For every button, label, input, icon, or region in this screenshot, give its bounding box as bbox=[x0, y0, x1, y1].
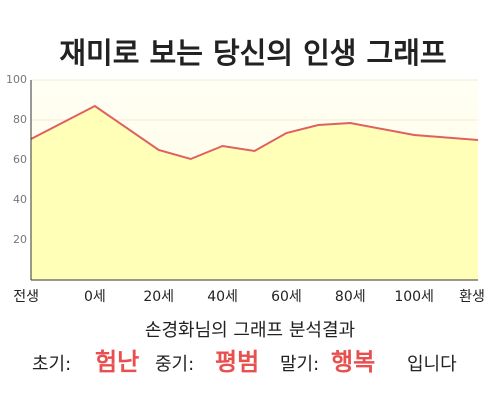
x-tick-label: 0세 bbox=[84, 289, 106, 305]
area-fill bbox=[31, 106, 478, 280]
middle-result: 평범 bbox=[215, 348, 259, 376]
result-heading: 손경화님의 그래프 분석결과 bbox=[145, 320, 355, 341]
x-tick-label: 40세 bbox=[207, 289, 238, 305]
result-ending: 입니다 bbox=[407, 354, 457, 375]
y-tick-label: 20 bbox=[13, 233, 27, 246]
y-tick-label: 80 bbox=[13, 113, 27, 126]
y-tick-label: 100 bbox=[6, 73, 27, 86]
middle-label: 중기: bbox=[155, 354, 194, 375]
late-label: 말기: bbox=[280, 354, 319, 375]
y-tick-label: 40 bbox=[13, 193, 27, 206]
x-tick-label: 환생 bbox=[459, 289, 485, 305]
x-tick-label: 20세 bbox=[143, 289, 174, 305]
x-tick-label: 100세 bbox=[394, 289, 434, 305]
x-tick-label: 80세 bbox=[335, 289, 366, 305]
x-tick-label: 60세 bbox=[271, 289, 302, 305]
early-result: 험난 bbox=[95, 348, 139, 376]
early-label: 초기: bbox=[32, 354, 71, 375]
plot: 20 40 60 80 100 전생 0세 20세 40세 60세 80세 100세 환생 bbox=[6, 73, 485, 305]
y-tick-label: 60 bbox=[13, 153, 27, 166]
chart-title: 재미로 보는 당신의 인생 그래프 bbox=[59, 36, 446, 70]
line bbox=[30, 104, 479, 161]
x-tick-label: 전생 bbox=[13, 289, 39, 305]
late-result: 행복 bbox=[331, 348, 375, 376]
